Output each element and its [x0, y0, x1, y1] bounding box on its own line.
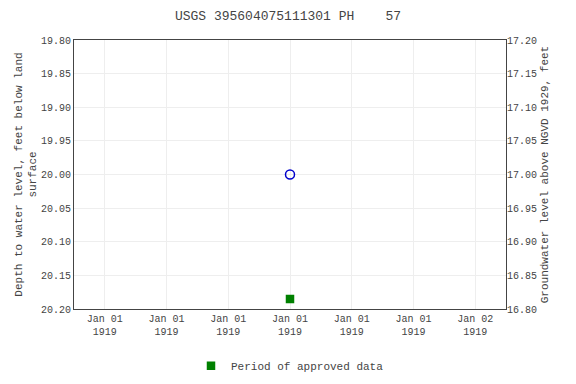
svg-text:Period of approved data: Period of approved data [231, 361, 383, 373]
svg-text:17.15: 17.15 [507, 69, 537, 80]
svg-text:16.90: 16.90 [507, 237, 537, 248]
svg-text:17.05: 17.05 [507, 136, 537, 147]
svg-text:20.00: 20.00 [41, 170, 71, 181]
svg-text:Jan 011919: Jan 011919 [149, 314, 185, 338]
svg-text:20.20: 20.20 [41, 305, 71, 316]
svg-text:USGS 395604075111301 PH 57: USGS 395604075111301 PH 57 [175, 9, 401, 24]
svg-text:17.00: 17.00 [507, 170, 537, 181]
svg-text:Jan 021919: Jan 021919 [457, 314, 493, 338]
svg-text:19.90: 19.90 [41, 103, 71, 114]
svg-text:Jan 011919: Jan 011919 [272, 314, 308, 338]
svg-text:19.80: 19.80 [41, 36, 71, 47]
svg-text:17.10: 17.10 [507, 103, 537, 114]
svg-text:19.95: 19.95 [41, 136, 71, 147]
svg-text:17.20: 17.20 [507, 36, 537, 47]
svg-text:16.95: 16.95 [507, 204, 537, 215]
svg-text:Jan 011919: Jan 011919 [87, 314, 123, 338]
svg-text:Depth to water level, feet bel: Depth to water level, feet below landsur… [13, 52, 39, 296]
svg-text:19.85: 19.85 [41, 69, 71, 80]
svg-text:16.80: 16.80 [507, 305, 537, 316]
svg-text:20.05: 20.05 [41, 204, 71, 215]
svg-text:20.15: 20.15 [41, 271, 71, 282]
svg-text:Groundwater level above NGVD 1: Groundwater level above NGVD 1929, feet [539, 46, 551, 303]
svg-text:Jan 011919: Jan 011919 [210, 314, 246, 338]
svg-text:Jan 011919: Jan 011919 [334, 314, 370, 338]
svg-text:16.85: 16.85 [507, 271, 537, 282]
svg-text:20.10: 20.10 [41, 237, 71, 248]
svg-text:Jan 011919: Jan 011919 [395, 314, 431, 338]
